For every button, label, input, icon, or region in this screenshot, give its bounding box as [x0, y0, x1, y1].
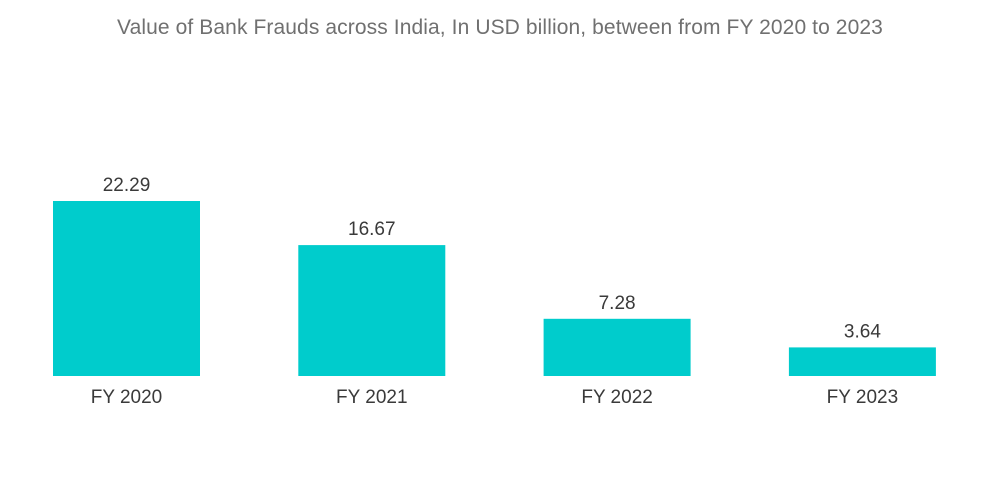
- bars-layer: [53, 201, 936, 376]
- bar-fy-2021: [298, 245, 446, 376]
- data-label-fy-2022: 7.28: [599, 293, 636, 314]
- bar-fy-2023: [788, 347, 936, 376]
- bar-fy-2020: [53, 201, 200, 376]
- x-tick-labels-layer: FY 2020 FY 2021 FY 2022 FY 2023: [91, 387, 898, 408]
- data-label-fy-2021: 16.67: [348, 219, 396, 240]
- value-labels-layer: 22.29 16.67 7.28 3.64: [103, 175, 882, 342]
- bar-fy-2022: [543, 318, 691, 376]
- data-label-fy-2023: 3.64: [844, 321, 881, 342]
- x-tick-label-fy-2021: FY 2021: [336, 387, 407, 408]
- x-tick-label-fy-2023: FY 2023: [827, 387, 898, 408]
- x-tick-label-fy-2022: FY 2022: [581, 387, 652, 408]
- chart-title: Value of Bank Frauds across India, In US…: [117, 16, 883, 39]
- x-tick-label-fy-2020: FY 2020: [91, 387, 162, 408]
- data-label-fy-2020: 22.29: [103, 175, 151, 196]
